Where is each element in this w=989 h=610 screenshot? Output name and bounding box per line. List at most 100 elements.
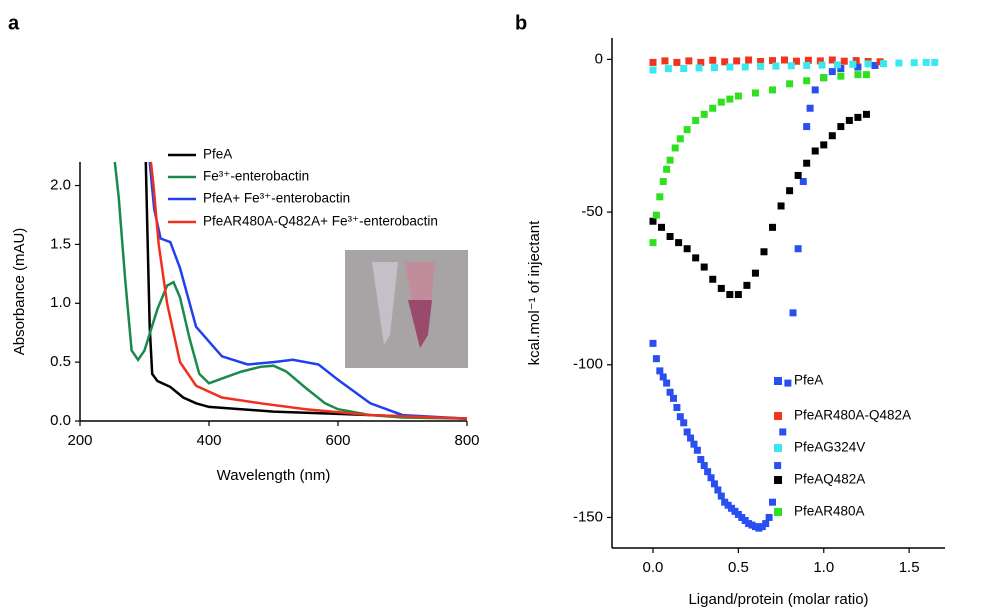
data-point <box>683 245 691 253</box>
data-point <box>726 291 734 299</box>
y-axis-label: Absorbance (mAU) <box>11 228 28 356</box>
x-tick-label: 400 <box>196 432 221 449</box>
data-point <box>854 63 862 71</box>
data-point <box>695 64 703 72</box>
data-point <box>721 58 729 66</box>
x-tick-label: 600 <box>325 432 350 449</box>
data-point <box>820 141 828 149</box>
data-point <box>733 57 741 65</box>
data-point <box>709 56 717 64</box>
data-point <box>769 86 777 94</box>
data-point <box>880 60 888 68</box>
data-point <box>816 57 824 65</box>
data-point <box>658 223 666 231</box>
data-point <box>765 513 773 521</box>
data-point <box>811 86 819 94</box>
y-tick-label: 1.5 <box>50 235 71 252</box>
x-tick-label: 800 <box>454 432 479 449</box>
data-point <box>671 144 679 152</box>
data-point <box>757 62 765 70</box>
data-point <box>741 63 749 71</box>
y-tick-label: 0.0 <box>50 412 71 429</box>
data-point <box>710 64 718 72</box>
y-tick-label: 0 <box>595 50 603 67</box>
data-point <box>833 61 841 69</box>
data-point <box>726 95 734 103</box>
data-point <box>683 126 691 134</box>
data-point <box>820 74 828 82</box>
y-axis-label: kcal.mol⁻¹ of injectant <box>526 220 543 365</box>
data-point <box>649 339 657 347</box>
data-point <box>656 367 664 375</box>
legend-swatch <box>774 444 782 452</box>
x-axis-label: Wavelength (nm) <box>217 467 331 484</box>
data-point <box>676 413 684 421</box>
data-point <box>697 455 705 463</box>
data-point <box>862 110 870 118</box>
data-point <box>663 379 671 387</box>
data-point <box>895 59 903 67</box>
data-line <box>149 161 468 420</box>
x-tick-label: 0.0 <box>643 559 664 576</box>
data-point <box>676 135 684 143</box>
legend-label: PfeA <box>794 373 823 388</box>
data-point <box>769 223 777 231</box>
data-point <box>760 248 768 256</box>
legend-swatch <box>774 377 782 385</box>
data-point <box>692 254 700 262</box>
panel-label: a <box>8 12 20 34</box>
data-point <box>704 468 712 476</box>
data-point <box>734 291 742 299</box>
data-point <box>652 211 660 219</box>
data-point <box>789 309 797 317</box>
data-point <box>794 171 802 179</box>
data-point <box>769 57 777 65</box>
data-line <box>148 161 468 420</box>
x-axis-label: Ligand/protein (molar ratio) <box>688 591 868 608</box>
data-point <box>656 193 664 201</box>
data-point <box>700 110 708 118</box>
data-point <box>680 65 688 73</box>
data-point <box>787 62 795 70</box>
data-point <box>784 379 792 387</box>
data-point <box>818 61 826 69</box>
data-point <box>717 98 725 106</box>
data-point <box>864 60 872 68</box>
data-point <box>837 65 845 73</box>
data-point <box>922 58 930 66</box>
data-point <box>707 474 715 482</box>
data-point <box>780 56 788 64</box>
data-point <box>661 57 669 65</box>
data-point <box>649 239 657 247</box>
data-point <box>803 77 811 85</box>
data-point <box>774 462 782 470</box>
data-point <box>804 56 812 64</box>
data-point <box>693 446 701 454</box>
data-point <box>649 66 657 74</box>
legend-label: PfeAR480A-Q482A <box>794 408 911 423</box>
legend-label: PfeAQ482A <box>794 472 865 487</box>
data-point <box>849 60 857 68</box>
data-point <box>673 58 681 66</box>
data-point <box>779 428 787 436</box>
data-point <box>811 147 819 155</box>
data-point <box>714 486 722 494</box>
legend-swatch <box>774 476 782 484</box>
data-point <box>854 113 862 121</box>
legend-label: PfeAR480A <box>794 504 865 519</box>
data-point <box>673 404 681 412</box>
data-point <box>852 57 860 65</box>
x-tick-label: 1.5 <box>899 559 920 576</box>
data-point <box>649 217 657 225</box>
legend-label: Fe³⁺-enterobactin <box>203 169 309 184</box>
data-point <box>757 58 765 66</box>
y-tick-label: 2.0 <box>50 177 71 194</box>
data-point <box>828 132 836 140</box>
data-point <box>769 498 777 506</box>
x-tick-label: 200 <box>67 432 92 449</box>
data-point <box>683 428 691 436</box>
legend-label: PfeA+ Fe³⁺-enterobactin <box>203 191 350 206</box>
data-point <box>862 71 870 79</box>
x-tick-label: 0.5 <box>728 559 749 576</box>
y-tick-label: 0.5 <box>50 353 71 370</box>
